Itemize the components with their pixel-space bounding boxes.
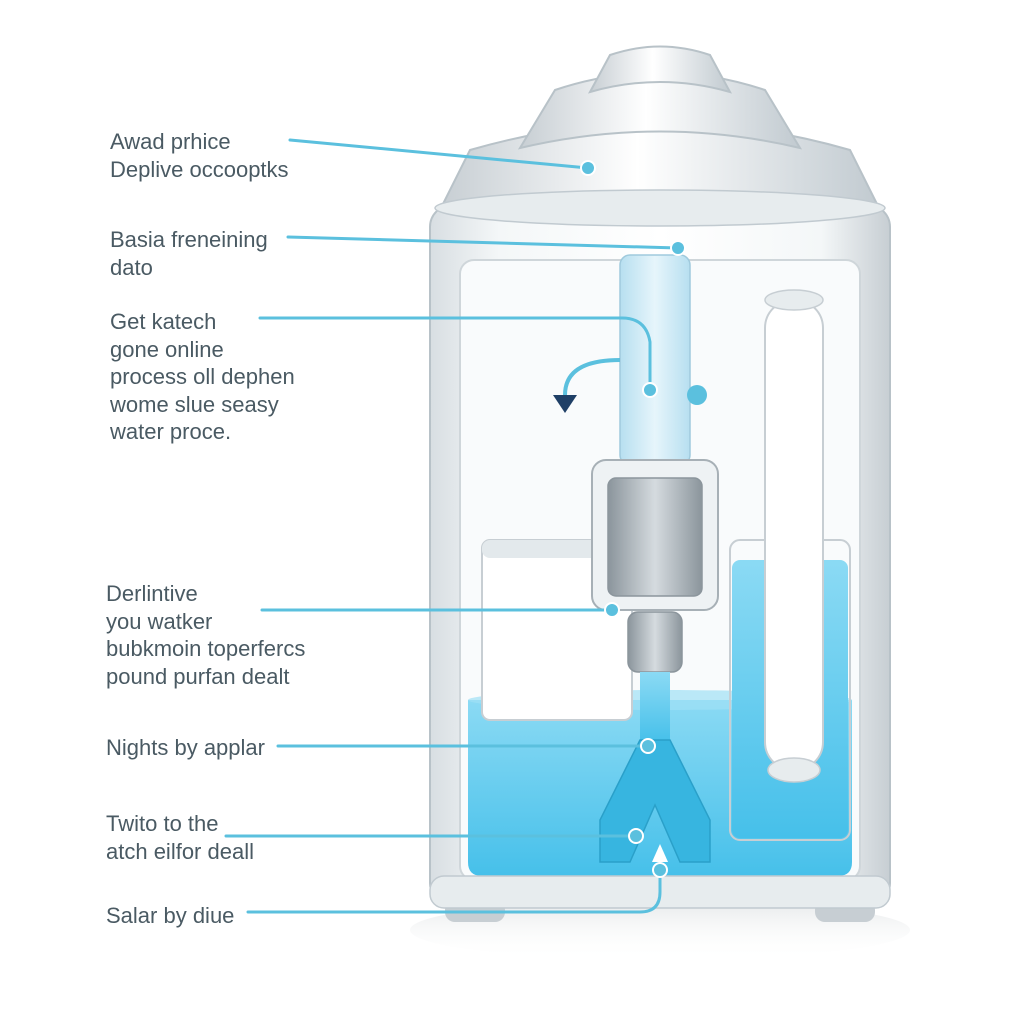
callout-label-4: Derlintiveyou watkerbubkmoin toperfercsp… [106,580,305,690]
callout-label-5: Nights by applar [106,734,265,762]
callout-label-1: Awad prhiceDeplive occooptks [110,128,289,183]
callout-label-3: Get katechgone onlineprocess oll dephenw… [110,308,295,446]
callout-label-6: Twito to theatch eilfor deall [106,810,254,865]
diagram-canvas: Awad prhiceDeplive occooptks Basia frene… [0,0,1024,1024]
tube-indicator-dot [687,385,707,405]
callout-label-2: Basia freneiningdato [110,226,268,281]
device-lid [435,47,885,227]
callout-label-7: Salar by diue [106,902,234,930]
